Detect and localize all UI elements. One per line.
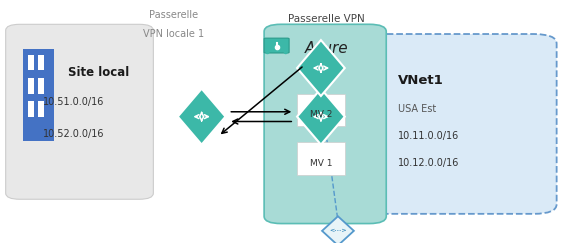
Text: Passerelle: Passerelle xyxy=(149,9,198,20)
FancyBboxPatch shape xyxy=(321,34,557,214)
Text: MV 2: MV 2 xyxy=(310,110,332,119)
Text: 10.12.0.0/16: 10.12.0.0/16 xyxy=(398,158,459,168)
FancyBboxPatch shape xyxy=(6,24,153,199)
Text: <···>: <···> xyxy=(329,228,347,233)
Text: Passerelle VPN: Passerelle VPN xyxy=(288,14,365,25)
Bar xyxy=(28,101,34,117)
Text: 10.52.0.0/16: 10.52.0.0/16 xyxy=(43,129,104,139)
Text: 10.51.0.0/16: 10.51.0.0/16 xyxy=(43,97,104,107)
Text: VNet1: VNet1 xyxy=(398,74,444,87)
FancyBboxPatch shape xyxy=(296,142,345,175)
Text: USA Est: USA Est xyxy=(398,104,436,114)
Bar xyxy=(28,55,34,70)
FancyBboxPatch shape xyxy=(296,94,345,126)
Bar xyxy=(28,78,34,94)
Polygon shape xyxy=(322,216,354,243)
Text: 10.11.0.0/16: 10.11.0.0/16 xyxy=(398,131,459,141)
Text: MV 1: MV 1 xyxy=(310,159,332,168)
Polygon shape xyxy=(178,89,225,145)
Polygon shape xyxy=(297,40,345,96)
Bar xyxy=(23,49,54,141)
Bar xyxy=(38,101,44,117)
Bar xyxy=(38,78,44,94)
Bar xyxy=(38,55,44,70)
FancyBboxPatch shape xyxy=(264,38,289,53)
Text: Site local: Site local xyxy=(68,66,130,79)
Polygon shape xyxy=(297,89,345,145)
Text: Azure: Azure xyxy=(305,41,348,56)
Text: VPN locale 1: VPN locale 1 xyxy=(143,29,204,39)
FancyBboxPatch shape xyxy=(264,24,386,224)
